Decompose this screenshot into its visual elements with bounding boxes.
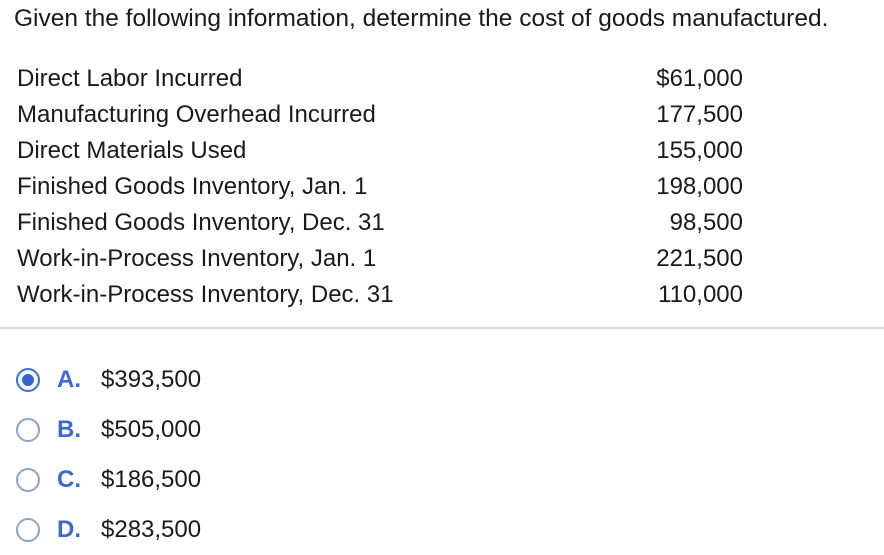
data-row: Direct Labor Incurred $61,000: [17, 61, 743, 97]
data-row: Manufacturing Overhead Incurred 177,500: [17, 97, 743, 133]
option-text: $283,500: [101, 516, 202, 543]
data-label: Finished Goods Inventory, Dec. 31: [17, 209, 385, 236]
question-prompt: Given the following information, determi…: [14, 5, 829, 32]
radio-selected-icon[interactable]: [16, 368, 40, 392]
data-row: Finished Goods Inventory, Jan. 1 198,000: [17, 169, 743, 205]
data-value: 177,500: [656, 101, 743, 128]
data-label: Manufacturing Overhead Incurred: [17, 101, 376, 128]
data-value: 198,000: [656, 173, 743, 200]
option-letter: D.: [57, 516, 81, 543]
radio-unselected-icon[interactable]: [16, 468, 40, 492]
option-text: $186,500: [101, 466, 202, 493]
given-information-table: Direct Labor Incurred $61,000 Manufactur…: [17, 61, 743, 313]
data-value: 221,500: [656, 245, 743, 272]
option-c[interactable]: C. $186,500: [16, 455, 201, 505]
data-row: Work-in-Process Inventory, Dec. 31 110,0…: [17, 277, 743, 313]
data-value: 110,000: [658, 281, 743, 308]
option-text: $505,000: [101, 416, 202, 443]
section-divider: [0, 327, 884, 329]
option-d[interactable]: D. $283,500: [16, 505, 201, 555]
data-row: Work-in-Process Inventory, Jan. 1 221,50…: [17, 241, 743, 277]
option-letter: C.: [57, 466, 81, 493]
option-letter: A.: [57, 366, 81, 393]
radio-unselected-icon[interactable]: [16, 418, 40, 442]
data-value: $61,000: [656, 65, 743, 92]
data-row: Finished Goods Inventory, Dec. 31 98,500: [17, 205, 743, 241]
data-label: Finished Goods Inventory, Jan. 1: [17, 173, 368, 200]
data-label: Work-in-Process Inventory, Jan. 1: [17, 245, 377, 272]
data-label: Direct Materials Used: [17, 137, 247, 164]
answer-options: A. $393,500 B. $505,000 C. $186,500 D. $…: [16, 355, 201, 555]
option-letter: B.: [57, 416, 81, 443]
radio-unselected-icon[interactable]: [16, 518, 40, 542]
data-value: 155,000: [656, 137, 743, 164]
data-label: Direct Labor Incurred: [17, 65, 243, 92]
option-b[interactable]: B. $505,000: [16, 405, 201, 455]
data-row: Direct Materials Used 155,000: [17, 133, 743, 169]
data-label: Work-in-Process Inventory, Dec. 31: [17, 281, 394, 308]
data-value: 98,500: [669, 209, 743, 236]
option-a[interactable]: A. $393,500: [16, 355, 201, 405]
option-text: $393,500: [101, 366, 202, 393]
